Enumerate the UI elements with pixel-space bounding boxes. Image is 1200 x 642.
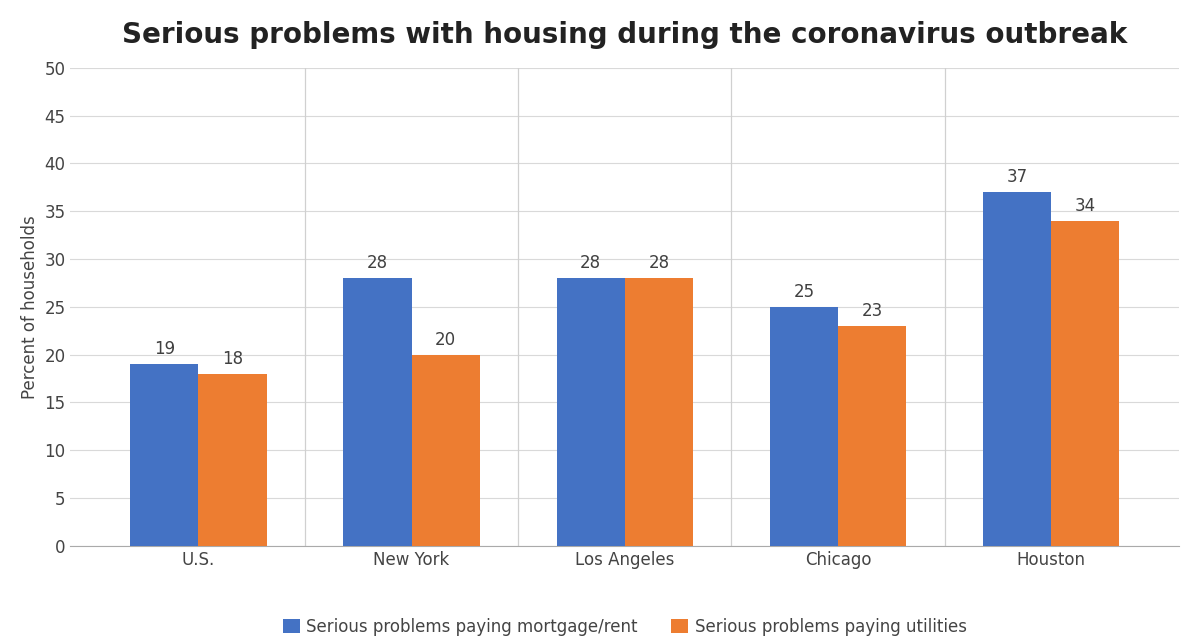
Bar xyxy=(557,278,625,546)
Legend: Serious problems paying mortgage/rent, Serious problems paying utilities: Serious problems paying mortgage/rent, S… xyxy=(276,611,973,642)
Bar xyxy=(769,307,838,546)
Bar xyxy=(130,364,198,546)
Text: 28: 28 xyxy=(367,254,388,272)
Text: 20: 20 xyxy=(436,331,456,349)
Text: 34: 34 xyxy=(1075,197,1096,215)
Bar xyxy=(983,192,1051,546)
Text: 23: 23 xyxy=(862,302,883,320)
Title: Serious problems with housing during the coronavirus outbreak: Serious problems with housing during the… xyxy=(122,21,1127,49)
Bar xyxy=(625,278,694,546)
Text: 28: 28 xyxy=(648,254,670,272)
Text: 37: 37 xyxy=(1007,168,1027,186)
Bar xyxy=(198,374,266,546)
Text: 18: 18 xyxy=(222,350,242,368)
Bar xyxy=(412,354,480,546)
Text: 28: 28 xyxy=(580,254,601,272)
Bar xyxy=(343,278,412,546)
Y-axis label: Percent of households: Percent of households xyxy=(20,215,38,399)
Bar xyxy=(1051,221,1120,546)
Text: 19: 19 xyxy=(154,340,175,358)
Text: 25: 25 xyxy=(793,283,815,301)
Bar xyxy=(838,326,906,546)
